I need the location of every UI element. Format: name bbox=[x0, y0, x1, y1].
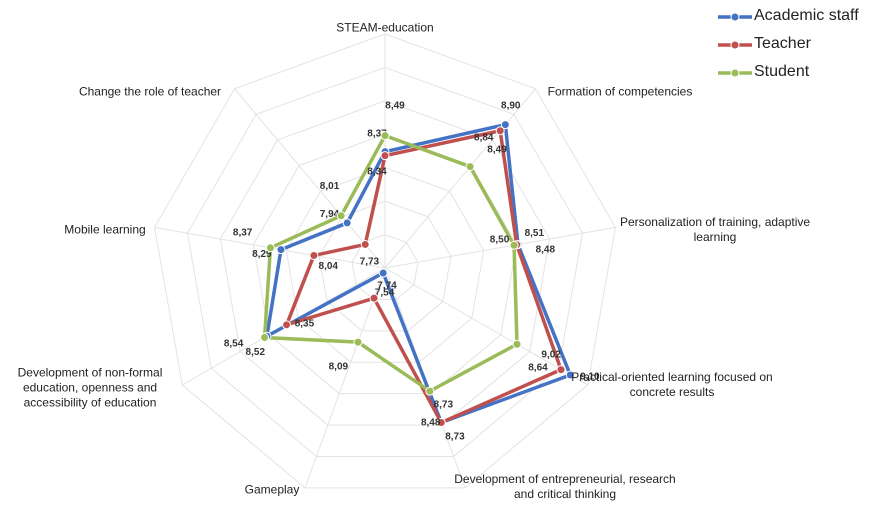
marker bbox=[309, 250, 319, 260]
data-label: 9,02 bbox=[541, 349, 561, 360]
marker bbox=[495, 126, 505, 136]
category-label: Formation of competencies bbox=[547, 84, 693, 99]
category-label: STEAM-education bbox=[336, 20, 434, 35]
marker bbox=[465, 162, 475, 172]
category-label: Personalization of training, adaptive le… bbox=[619, 215, 811, 244]
spoke bbox=[384, 267, 588, 386]
data-label: 8,84 bbox=[474, 132, 494, 143]
spoke bbox=[384, 226, 616, 269]
data-label: 8,37 bbox=[233, 227, 253, 238]
category-label: Development of non-formal education, ope… bbox=[17, 365, 163, 410]
data-label: 8,49 bbox=[385, 100, 405, 111]
data-label: 8,54 bbox=[224, 339, 244, 350]
marker bbox=[276, 245, 286, 255]
marker bbox=[353, 337, 363, 347]
data-label: 8,73 bbox=[445, 431, 465, 442]
marker bbox=[260, 333, 270, 343]
legend-marker bbox=[730, 68, 740, 78]
marker bbox=[556, 365, 566, 375]
data-label: 8,37 bbox=[367, 128, 387, 139]
spoke bbox=[234, 88, 386, 269]
data-label: 7,74 bbox=[377, 280, 397, 291]
marker bbox=[509, 240, 519, 250]
legend-marker bbox=[730, 12, 740, 22]
category-label: Mobile learning bbox=[64, 222, 146, 237]
data-label: 7,73 bbox=[360, 256, 380, 267]
category-label: Practical-oriented learning focused on c… bbox=[571, 370, 773, 399]
grid-ring bbox=[154, 33, 616, 489]
category-label: Development of entrepreneurial, research… bbox=[454, 472, 676, 501]
marker bbox=[425, 386, 435, 396]
grid-ring bbox=[252, 133, 518, 395]
series-line bbox=[283, 128, 564, 425]
data-label: 8,48 bbox=[421, 417, 441, 428]
marker bbox=[436, 418, 446, 428]
data-label: 8,09 bbox=[329, 362, 349, 373]
marker bbox=[336, 211, 346, 221]
marker bbox=[282, 320, 292, 330]
marker bbox=[512, 339, 522, 349]
data-label: 8,90 bbox=[501, 100, 521, 111]
data-label: 8,35 bbox=[295, 318, 315, 329]
legend-label: Academic staff bbox=[754, 7, 859, 24]
category-label: Change the role of teacher bbox=[78, 84, 222, 99]
grid-ring bbox=[186, 66, 584, 457]
legend-marker bbox=[730, 40, 740, 50]
grid-ring bbox=[351, 234, 419, 300]
marker bbox=[342, 218, 352, 228]
legend-label: Student bbox=[754, 63, 810, 80]
spoke bbox=[384, 88, 536, 269]
data-label: 8,51 bbox=[525, 228, 545, 239]
marker bbox=[369, 293, 379, 303]
marker bbox=[500, 120, 510, 130]
marker bbox=[565, 370, 575, 380]
spoke bbox=[304, 267, 386, 489]
data-label: 8,01 bbox=[320, 181, 340, 192]
marker bbox=[380, 151, 390, 161]
grid-ring bbox=[318, 200, 452, 332]
data-label: 8,73 bbox=[434, 399, 454, 410]
marker bbox=[380, 131, 390, 141]
category-label: Gameplay bbox=[244, 482, 300, 497]
data-label: 8,52 bbox=[246, 347, 266, 358]
legend-label: Teacher bbox=[754, 35, 811, 52]
series-line bbox=[262, 133, 519, 394]
marker bbox=[265, 243, 275, 253]
data-label: 8,04 bbox=[319, 261, 339, 272]
data-label: 7,54 bbox=[375, 287, 395, 298]
data-label: 8,48 bbox=[536, 245, 556, 256]
data-label: 8,50 bbox=[490, 234, 510, 245]
marker bbox=[360, 239, 370, 249]
marker bbox=[378, 268, 388, 278]
data-label: 8,34 bbox=[367, 166, 387, 177]
data-label: 8,64 bbox=[528, 363, 548, 374]
data-label: 7,94 bbox=[320, 209, 340, 220]
data-label: 9,10 bbox=[580, 372, 600, 383]
series-line bbox=[264, 122, 573, 425]
data-label: 8,49 bbox=[487, 145, 507, 156]
grid-ring bbox=[219, 100, 551, 426]
data-label: 8,29 bbox=[252, 249, 272, 260]
